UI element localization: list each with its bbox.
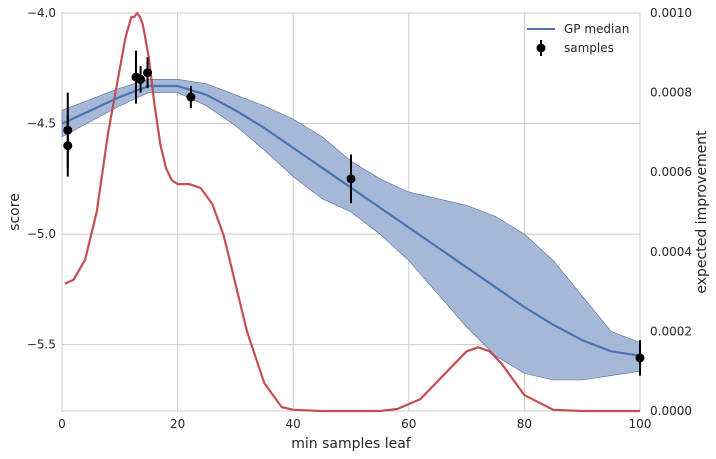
y2-tick-label: 0.0008 (650, 86, 692, 100)
sample-point (143, 68, 153, 78)
y2-tick-label: 0.0000 (650, 404, 692, 418)
y2-tick-label: 0.0006 (650, 165, 692, 179)
x-tick-label: 100 (629, 417, 652, 431)
legend-samples-marker (536, 43, 546, 53)
sample-point (635, 353, 645, 363)
gp-median-line (61, 84, 641, 357)
y-tick-label: −4.5 (27, 117, 56, 131)
x-tick-label: 60 (401, 417, 416, 431)
y2-tick-label: 0.0002 (650, 324, 692, 338)
legend-median-label: GP median (564, 22, 629, 36)
y-axis-label: score (7, 193, 23, 231)
y2-axis-label: expected improvement (694, 130, 710, 294)
expected-improvement-curve (64, 11, 640, 413)
tick-labels: 0 20 40 60 80 100 −4.0 −4.5 −5.0 −5.5 0.0000 0.0002… (27, 6, 692, 431)
sample-point (63, 141, 73, 151)
sample-points (63, 50, 645, 376)
y-tick-label: −5.5 (27, 338, 56, 352)
y2-tick-label: 0.0010 (650, 6, 692, 20)
x-axis-label: min samples leaf (291, 436, 412, 452)
gp-median-curve (61, 84, 641, 357)
x-tick-label: 0 (58, 417, 66, 431)
sample-point (346, 174, 356, 184)
sample-point (136, 74, 146, 84)
legend-samples-label: samples (564, 41, 614, 55)
expected-improvement-line (64, 11, 640, 413)
y-tick-label: −5.0 (27, 227, 56, 241)
x-tick-label: 20 (170, 417, 185, 431)
x-tick-label: 80 (517, 417, 532, 431)
y2-tick-label: 0.0004 (650, 245, 692, 259)
sample-point (186, 92, 196, 102)
x-tick-label: 40 (286, 417, 301, 431)
legend: GP median samples (527, 22, 629, 56)
y-tick-label: −4.0 (27, 6, 56, 20)
